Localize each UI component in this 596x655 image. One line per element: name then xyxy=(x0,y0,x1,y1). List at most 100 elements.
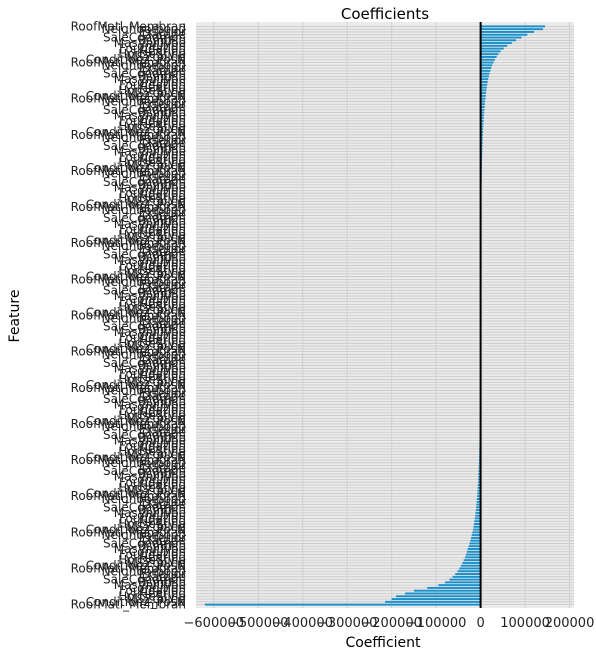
y-tick-label: RoofMatl_Membran xyxy=(71,561,186,575)
y-tick-label: BsmtFin xyxy=(138,322,186,336)
bar xyxy=(480,86,487,89)
y-tick-label: Garage xyxy=(142,28,186,42)
bar xyxy=(480,122,484,125)
y-tick-label: Exterior xyxy=(139,495,186,509)
bar xyxy=(480,42,512,45)
bar xyxy=(473,525,481,528)
y-tick-label: MasVnrType xyxy=(114,144,186,158)
bar xyxy=(405,592,481,595)
bar xyxy=(480,119,484,122)
y-tick-label: Foundation xyxy=(119,548,186,562)
y-tick-label: SaleCondition xyxy=(103,536,186,550)
y-tick-label: Foundation xyxy=(119,367,186,381)
y-tick-label: RoofMatl_Membran xyxy=(71,345,186,359)
bar xyxy=(480,125,484,128)
y-tick-label: Condition2_PosN xyxy=(86,125,186,139)
y-tick-label: RoofMatl_Membran xyxy=(71,164,186,178)
y-tick-label: Neighborhood xyxy=(101,203,186,217)
y-tick-label: Exterior xyxy=(139,567,186,581)
y-tick-label: MSZoning xyxy=(126,447,186,461)
bar xyxy=(480,106,485,108)
y-tick-label: HouseStyle xyxy=(118,47,186,61)
bar xyxy=(478,475,481,478)
y-tick-label: Condition xyxy=(129,473,186,487)
bar xyxy=(475,511,481,514)
bar xyxy=(476,506,481,509)
y-tick-label: Condition2_PosN xyxy=(86,450,186,464)
bar xyxy=(474,520,481,523)
y-tick-label: Neighborhood xyxy=(101,492,186,506)
y-tick-labels: RoofMatl_MembranNeighborhoodExteriorGara… xyxy=(71,19,186,611)
y-tick-label: MSZoning xyxy=(126,122,186,136)
y-tick-label: Condition xyxy=(129,581,186,595)
bar xyxy=(477,486,481,489)
y-tick-label: MasVnrType xyxy=(114,108,186,122)
y-tick-label: Heating xyxy=(139,586,186,600)
y-tick-label: SaleCondition xyxy=(103,31,186,45)
bar xyxy=(480,81,488,83)
bar xyxy=(475,514,481,517)
y-tick-label: Garage xyxy=(142,208,186,222)
y-tick-label: MasVnrType xyxy=(114,397,186,411)
bar xyxy=(457,570,481,573)
y-tick-label: Heating xyxy=(139,153,186,167)
bar xyxy=(480,92,487,95)
y-tick-label: Exterior xyxy=(139,531,186,545)
bar xyxy=(480,117,484,120)
y-tick-label: Condition2_PosN xyxy=(86,414,186,428)
y-tick-label: Garage xyxy=(142,64,186,78)
y-tick-label: Neighborhood xyxy=(101,564,186,578)
y-tick-label: Garage xyxy=(142,100,186,114)
y-tick-label: MasVnrType xyxy=(114,578,186,592)
x-tick-label: −600000 xyxy=(184,616,245,631)
bar xyxy=(480,142,483,145)
y-tick-label: Exterior xyxy=(139,206,186,220)
y-tick-label: Condition xyxy=(129,75,186,89)
bar xyxy=(473,528,481,531)
y-tick-label: Foundation xyxy=(119,42,186,56)
y-tick-label: MasVnrType xyxy=(114,36,186,50)
bar xyxy=(480,108,485,111)
y-tick-label: Heating xyxy=(139,81,186,95)
bar xyxy=(396,595,481,598)
y-tick-label: RoofMatl_Membran xyxy=(71,236,186,250)
y-tick-label: Condition2_PosN xyxy=(86,161,186,175)
y-tick-label: Condition2_PosN xyxy=(86,595,186,609)
y-tick-label: MSZoning xyxy=(126,520,186,534)
y-tick-label: BsmtFin xyxy=(138,286,186,300)
y-tick-label: Heating xyxy=(139,406,186,420)
y-tick-label: RoofMatl_Membran xyxy=(71,598,186,612)
bar xyxy=(476,500,481,503)
vertical-gridlines xyxy=(213,22,571,608)
y-tick-label: Foundation xyxy=(119,511,186,525)
y-tick-label: MasVnrType xyxy=(114,361,186,375)
bar xyxy=(480,78,489,81)
y-tick-label: Condition xyxy=(129,39,186,53)
y-tick-label: Garage xyxy=(142,172,186,186)
y-tick-label: Condition2_PosN xyxy=(86,306,186,320)
y-tick-label: MSZoning xyxy=(126,50,186,64)
y-tick-label: Condition xyxy=(129,509,186,523)
bar xyxy=(480,30,534,33)
y-tick-label: Garage xyxy=(142,498,186,512)
y-tick-label: Condition2_PosN xyxy=(86,89,186,103)
y-tick-label: BsmtFin xyxy=(138,503,186,517)
bar xyxy=(480,28,543,31)
y-tick-label: SaleCondition xyxy=(103,573,186,587)
y-tick-label: Foundation xyxy=(119,475,186,489)
y-tick-label: MSZoning xyxy=(126,411,186,425)
y-tick-label: Exterior xyxy=(139,459,186,473)
bar xyxy=(452,575,481,578)
y-tick-label: Foundation xyxy=(119,78,186,92)
y-tick-label: RoofMatl_Membran xyxy=(71,525,186,539)
y-tick-label: Neighborhood xyxy=(101,456,186,470)
y-tick-label: Neighborhood xyxy=(101,311,186,325)
y-tick-label: BsmtFin xyxy=(138,250,186,264)
y-tick-label: MasVnrType xyxy=(114,434,186,448)
y-tick-label: Condition xyxy=(129,328,186,342)
y-tick-label: RoofMatl_Membran xyxy=(71,489,186,503)
y-tick-label: HouseStyle xyxy=(118,589,186,603)
bar xyxy=(480,39,517,42)
bar xyxy=(480,97,486,100)
bar xyxy=(469,542,481,545)
